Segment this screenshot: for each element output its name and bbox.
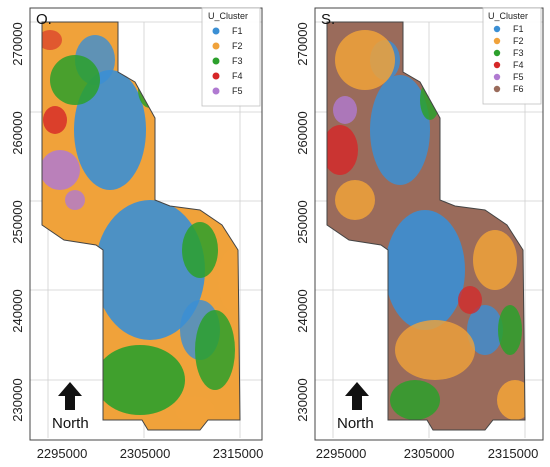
legend-marker [493, 85, 501, 93]
x-tick-label: 2295000 [37, 446, 88, 461]
legend-label: F3 [232, 56, 243, 66]
legend-marker [212, 27, 220, 35]
y-tick-label: 250000 [10, 200, 25, 243]
legend-marker [493, 49, 501, 57]
legend-marker [493, 37, 501, 45]
north-label: North [52, 415, 89, 432]
y-tick-label: 240000 [295, 289, 310, 332]
north-arrow-icon [58, 382, 82, 410]
y-tick-label: 240000 [10, 289, 25, 332]
legend-label: F6 [513, 84, 524, 94]
legend-marker [493, 25, 501, 33]
legend-label: F4 [513, 60, 524, 70]
x-tick-label: 2315000 [488, 446, 539, 461]
legend-label: F4 [232, 71, 243, 81]
y-tick-label: 270000 [295, 22, 310, 65]
x-tick-label: 2305000 [404, 446, 455, 461]
north-label: North [337, 415, 374, 432]
y-tick-label: 270000 [10, 22, 25, 65]
legend-marker [212, 87, 220, 95]
map-panel-s: S. 270000 260000 250000 240000 230000 22… [285, 0, 550, 467]
y-tick-label: 230000 [10, 378, 25, 421]
legend-title: U_Cluster [208, 11, 248, 21]
map-svg-o: O. 270000 260000 250000 240000 230000 22… [10, 7, 264, 461]
panel-label-s: S. [321, 11, 335, 28]
legend-marker [493, 61, 501, 69]
north-arrow-icon [345, 382, 369, 410]
legend-marker [212, 57, 220, 65]
legend-s: U_Cluster F1 F2 F3 F4 F5 F6 [482, 7, 542, 105]
legend-label: F5 [513, 72, 524, 82]
legend-marker [212, 42, 220, 50]
legend-marker [493, 73, 501, 81]
x-tick-label: 2305000 [120, 446, 171, 461]
legend-label: F2 [513, 36, 524, 46]
y-tick-label: 260000 [295, 111, 310, 154]
x-tick-label: 2315000 [213, 446, 264, 461]
map-panel-o: O. 270000 260000 250000 240000 230000 22… [10, 7, 264, 461]
axes-frame-o [29, 7, 263, 441]
axes-frame-s [314, 7, 544, 441]
y-tick-label: 260000 [10, 111, 25, 154]
legend-label: F1 [513, 24, 524, 34]
panel-label-o: O. [36, 11, 52, 28]
legend-marker [212, 72, 220, 80]
map-svg-s: S. 270000 260000 250000 240000 230000 22… [295, 7, 544, 461]
legend-label: F5 [232, 86, 243, 96]
legend-o: U_Cluster F1 F2 F3 F4 F5 [201, 7, 261, 107]
legend-title: U_Cluster [488, 11, 528, 21]
legend-label: F2 [232, 41, 243, 51]
legend-label: F3 [513, 48, 524, 58]
x-tick-label: 2295000 [316, 446, 367, 461]
y-tick-label: 250000 [295, 200, 310, 243]
y-tick-label: 230000 [295, 378, 310, 421]
legend-label: F1 [232, 26, 243, 36]
